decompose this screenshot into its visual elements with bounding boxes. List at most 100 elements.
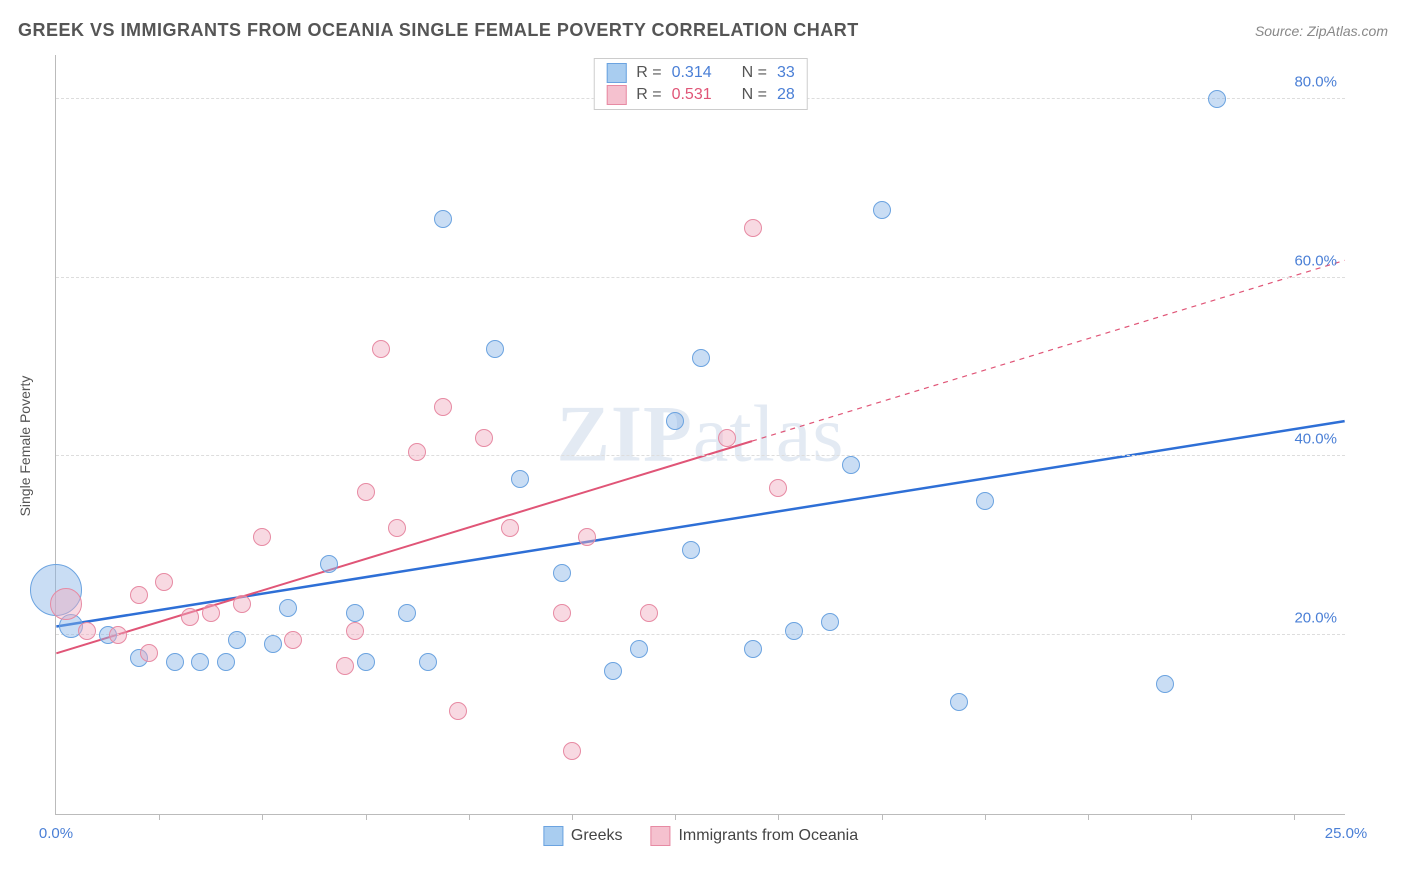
watermark: ZIPatlas: [557, 389, 845, 480]
source-label: Source: ZipAtlas.com: [1255, 23, 1388, 39]
legend-swatch: [606, 85, 626, 105]
x-tick-label: 0.0%: [39, 825, 73, 842]
chart-title: GREEK VS IMMIGRANTS FROM OCEANIA SINGLE …: [18, 20, 859, 41]
grid-line: [56, 634, 1345, 635]
data-point: [501, 519, 519, 537]
data-point: [398, 604, 416, 622]
data-point: [264, 635, 282, 653]
legend-n-value: 28: [777, 86, 795, 104]
legend-item: Greeks: [543, 826, 623, 846]
data-point: [511, 470, 529, 488]
data-point: [666, 412, 684, 430]
data-point: [372, 340, 390, 358]
x-tick-mark: [1088, 814, 1089, 820]
chart-area: ZIPatlas R =0.314N =33R =0.531N =28 Gree…: [55, 55, 1345, 815]
data-point: [109, 626, 127, 644]
data-point: [744, 219, 762, 237]
data-point: [233, 595, 251, 613]
x-tick-mark: [778, 814, 779, 820]
data-point: [191, 653, 209, 671]
legend-r-label: R =: [636, 86, 661, 104]
y-axis-label: Single Female Poverty: [17, 376, 33, 517]
legend-label: Greeks: [571, 827, 623, 845]
x-tick-mark: [469, 814, 470, 820]
legend-n-label: N =: [742, 64, 767, 82]
legend-series: Greeks Immigrants from Oceania: [543, 826, 858, 846]
data-point: [1208, 90, 1226, 108]
x-tick-mark: [1294, 814, 1295, 820]
data-point: [682, 541, 700, 559]
legend-swatch: [650, 826, 670, 846]
legend-r-value: 0.531: [672, 86, 712, 104]
grid-line: [56, 455, 1345, 456]
data-point: [279, 599, 297, 617]
legend-row: R = 0.531 N = 28: [606, 85, 795, 105]
data-point: [434, 398, 452, 416]
x-tick-mark: [1191, 814, 1192, 820]
trend-lines: [56, 55, 1345, 814]
data-point: [228, 631, 246, 649]
x-tick-mark: [366, 814, 367, 820]
data-point: [357, 483, 375, 501]
data-point: [449, 702, 467, 720]
data-point: [553, 564, 571, 582]
y-tick-label: 40.0%: [1294, 431, 1337, 448]
legend-n-label: N =: [742, 86, 767, 104]
grid-line: [56, 277, 1345, 278]
x-tick-mark: [675, 814, 676, 820]
data-point: [408, 443, 426, 461]
data-point: [336, 657, 354, 675]
data-point: [253, 528, 271, 546]
data-point: [486, 340, 504, 358]
y-tick-label: 80.0%: [1294, 73, 1337, 90]
data-point: [821, 613, 839, 631]
data-point: [346, 622, 364, 640]
x-tick-mark: [572, 814, 573, 820]
data-point: [130, 586, 148, 604]
data-point: [785, 622, 803, 640]
data-point: [950, 693, 968, 711]
x-tick-mark: [985, 814, 986, 820]
data-point: [630, 640, 648, 658]
legend-swatch: [543, 826, 563, 846]
data-point: [357, 653, 375, 671]
legend-r-label: R =: [636, 64, 661, 82]
data-point: [217, 653, 235, 671]
legend-swatch: [606, 63, 626, 83]
data-point: [563, 742, 581, 760]
data-point: [692, 349, 710, 367]
x-tick-mark: [882, 814, 883, 820]
legend-correlation: R = 0.314 N = 33 R = 0.531 N = 28: [593, 58, 808, 110]
data-point: [873, 201, 891, 219]
data-point: [434, 210, 452, 228]
legend-item: Immigrants from Oceania: [650, 826, 858, 846]
data-point: [578, 528, 596, 546]
y-tick-label: 60.0%: [1294, 252, 1337, 269]
data-point: [976, 492, 994, 510]
data-point: [166, 653, 184, 671]
data-point: [78, 622, 96, 640]
data-point: [1156, 675, 1174, 693]
x-tick-label: 25.0%: [1325, 825, 1368, 842]
data-point: [842, 456, 860, 474]
data-point: [718, 429, 736, 447]
data-point: [320, 555, 338, 573]
data-point: [419, 653, 437, 671]
data-point: [388, 519, 406, 537]
data-point: [744, 640, 762, 658]
data-point: [346, 604, 364, 622]
data-point: [769, 479, 787, 497]
data-point: [604, 662, 622, 680]
legend-n-value: 33: [777, 64, 795, 82]
data-point: [50, 588, 82, 620]
data-point: [640, 604, 658, 622]
data-point: [553, 604, 571, 622]
data-point: [284, 631, 302, 649]
x-tick-mark: [159, 814, 160, 820]
data-point: [202, 604, 220, 622]
legend-r-value: 0.314: [672, 64, 712, 82]
data-point: [140, 644, 158, 662]
x-tick-mark: [262, 814, 263, 820]
data-point: [475, 429, 493, 447]
legend-row: R = 0.314 N = 33: [606, 63, 795, 83]
